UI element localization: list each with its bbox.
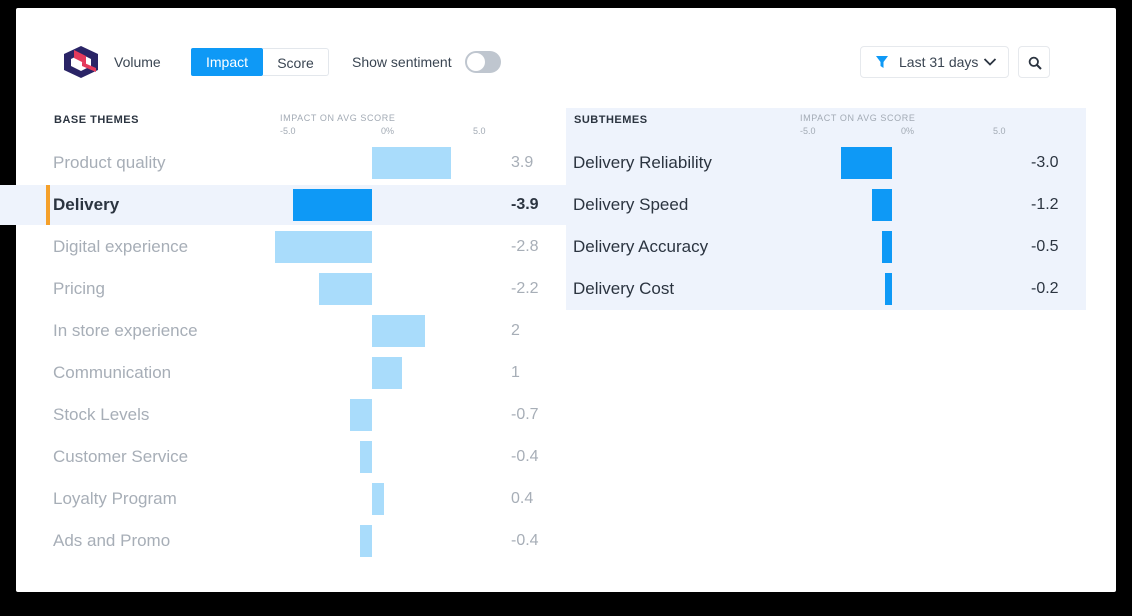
base-theme-impact-bar — [359, 525, 372, 557]
base-theme-value: 1 — [511, 364, 520, 381]
show-sentiment-label: Show sentiment — [352, 54, 452, 70]
subtheme-impact-bar — [871, 189, 892, 221]
base-theme-row[interactable]: Product quality 3.9 — [53, 143, 553, 183]
subtheme-row[interactable]: Delivery Speed -1.2 — [573, 185, 1073, 225]
selected-row-marker — [46, 185, 50, 225]
search-button[interactable] — [1018, 46, 1050, 78]
subthemes-heading: SUBTHEMES — [574, 114, 648, 126]
brand-logo — [64, 46, 98, 78]
base-theme-value: -0.7 — [511, 406, 539, 423]
subtheme-impact-bar — [841, 147, 892, 179]
base-axis-tick-max: 5.0 — [473, 126, 486, 136]
base-theme-row[interactable]: Ads and Promo -0.4 — [53, 521, 553, 561]
subtheme-row[interactable]: Delivery Cost -0.2 — [573, 269, 1073, 309]
selected-row-highlight — [0, 185, 566, 225]
base-theme-impact-bar — [319, 273, 372, 305]
subtheme-label: Delivery Reliability — [573, 153, 712, 172]
base-theme-label: Ads and Promo — [53, 531, 171, 550]
base-theme-label: Communication — [53, 363, 172, 382]
base-theme-row[interactable]: Customer Service -0.4 — [53, 437, 553, 477]
subtheme-label: Delivery Accuracy — [573, 237, 709, 256]
subtheme-value: -0.2 — [1031, 280, 1059, 297]
base-theme-impact-bar — [292, 189, 372, 221]
date-filter-button[interactable]: Last 31 days — [860, 46, 1009, 78]
subtheme-label: Delivery Speed — [573, 195, 689, 214]
base-axis-tick-zero: 0% — [381, 126, 395, 136]
show-sentiment-toggle[interactable] — [465, 51, 501, 73]
base-theme-value: -2.2 — [511, 280, 539, 297]
view-impact-button[interactable]: Impact — [191, 48, 263, 76]
base-theme-label: Digital experience — [53, 237, 189, 256]
base-axis-title: IMPACT ON AVG SCORE — [280, 113, 396, 123]
base-theme-value: -0.4 — [511, 448, 539, 465]
base-theme-impact-bar — [274, 231, 372, 263]
base-theme-impact-bar — [372, 147, 452, 179]
base-theme-row[interactable]: Loyalty Program 0.4 — [53, 479, 553, 519]
base-theme-impact-bar — [359, 441, 372, 473]
base-theme-value: 3.9 — [511, 154, 534, 171]
sub-axis-title: IMPACT ON AVG SCORE — [800, 113, 916, 123]
base-theme-label: Loyalty Program — [53, 489, 177, 508]
base-theme-impact-bar — [349, 399, 372, 431]
subthemes-panel — [566, 108, 1086, 310]
base-theme-row[interactable]: Communication 1 — [53, 353, 553, 393]
view-volume-button[interactable]: Volume — [114, 54, 161, 70]
base-theme-label: Customer Service — [53, 447, 189, 466]
base-theme-impact-bar — [372, 315, 425, 347]
subtheme-row[interactable]: Delivery Reliability -3.0 — [573, 143, 1073, 183]
sub-axis-tick-max: 5.0 — [993, 126, 1006, 136]
base-theme-row[interactable]: Pricing -2.2 — [53, 269, 553, 309]
base-themes-heading: BASE THEMES — [54, 114, 139, 126]
sub-axis-tick-zero: 0% — [901, 126, 915, 136]
toggle-knob — [467, 53, 485, 71]
filter-icon — [876, 56, 888, 68]
base-axis-tick-min: -5.0 — [280, 126, 296, 136]
base-theme-row[interactable]: Delivery -3.9 — [53, 185, 553, 225]
chevron-down-icon — [983, 58, 997, 66]
subtheme-impact-bar — [885, 273, 892, 305]
base-theme-row[interactable]: Digital experience -2.8 — [53, 227, 553, 267]
subtheme-impact-bar — [881, 231, 892, 263]
base-theme-label: Pricing — [53, 279, 105, 298]
base-theme-impact-bar — [372, 483, 385, 515]
base-theme-label: Product quality — [53, 153, 166, 172]
date-filter-label: Last 31 days — [899, 54, 979, 70]
base-theme-value: -2.8 — [511, 238, 539, 255]
base-theme-row[interactable]: In store experience 2 — [53, 311, 553, 351]
base-theme-value: 0.4 — [511, 490, 534, 507]
base-theme-value: 2 — [511, 322, 520, 339]
view-score-button[interactable]: Score — [263, 48, 329, 76]
base-theme-value: -0.4 — [511, 532, 539, 549]
base-theme-value: -3.9 — [511, 196, 539, 213]
subtheme-value: -0.5 — [1031, 238, 1059, 255]
subtheme-value: -1.2 — [1031, 196, 1059, 213]
subtheme-value: -3.0 — [1031, 154, 1059, 171]
base-theme-label: Delivery — [53, 195, 120, 214]
subtheme-row[interactable]: Delivery Accuracy -0.5 — [573, 227, 1073, 267]
base-theme-label: Stock Levels — [53, 405, 150, 424]
subtheme-label: Delivery Cost — [573, 279, 675, 298]
base-theme-row[interactable]: Stock Levels -0.7 — [53, 395, 553, 435]
sub-axis-tick-min: -5.0 — [800, 126, 816, 136]
base-theme-label: In store experience — [53, 321, 198, 340]
search-icon — [1028, 56, 1042, 70]
base-theme-impact-bar — [372, 357, 403, 389]
